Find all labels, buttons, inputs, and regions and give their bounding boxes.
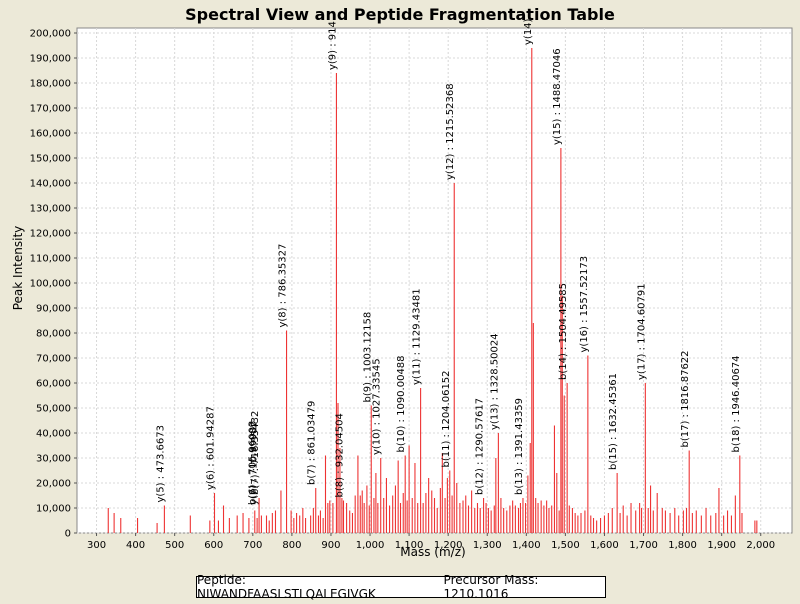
y-tick-label: 140,000: [30, 179, 71, 190]
peak-annotation: y(7) : 710.99982: [249, 421, 260, 505]
x-axis-label: Mass (m/z): [400, 545, 465, 559]
peak-annotation: b(12) : 1290.57617: [475, 398, 486, 495]
y-tick-label: 80,000: [36, 329, 71, 340]
y-tick-label: 30,000: [36, 454, 71, 465]
peak-annotation: b(9) : 1003.12158: [362, 312, 373, 403]
peak-annotation: y(6) : 601.94287: [206, 406, 217, 490]
x-tick-label: 1,700: [629, 540, 658, 551]
x-tick-label: 1,800: [668, 540, 697, 551]
x-tick-label: 1,900: [707, 540, 736, 551]
y-tick-label: 120,000: [30, 229, 71, 240]
peak-annotation: y(10) : 1027.33545: [372, 358, 383, 455]
peak-annotation: y(8) : 786.35327: [278, 244, 289, 328]
y-tick-label: 70,000: [36, 354, 71, 365]
y-tick-label: 160,000: [30, 129, 71, 140]
y-tick-label: 200,000: [30, 29, 71, 40]
x-tick-label: 500: [165, 540, 184, 551]
peak-annotation: b(8) : 932.04504: [334, 413, 345, 497]
y-tick-label: 190,000: [30, 54, 71, 65]
peak-annotation: b(15) : 1632.45361: [608, 373, 619, 470]
y-tick-label: 10,000: [36, 504, 71, 515]
x-tick-label: 1,300: [473, 540, 502, 551]
y-tick-label: 20,000: [36, 479, 71, 490]
peak-annotation: y(16) : 1557.52173: [579, 256, 590, 353]
y-tick-label: 0: [65, 529, 71, 540]
y-tick-label: 130,000: [30, 204, 71, 215]
x-tick-label: 700: [243, 540, 262, 551]
x-tick-label: 600: [204, 540, 223, 551]
peak-annotation: b(17) : 1816.87622: [680, 350, 691, 447]
peak-annotation: b(18) : 1946.40674: [731, 355, 742, 452]
peak-annotation: y(11) : 1129.43481: [412, 288, 423, 385]
y-tick-label: 100,000: [30, 279, 71, 290]
peak-annotation: y(14): [523, 18, 534, 45]
peak-annotation: y(12) : 1215.52368: [445, 83, 456, 180]
peak-annotation: b(14) : 1504.49585: [558, 283, 569, 380]
peak-annotation: b(11) : 1204.06152: [441, 370, 452, 467]
peak-annotation: b(7) : 716.35432: [250, 411, 261, 495]
axis-ticks: 0 10,000 20,000 30,000 40,000 50,000 60,000 70,…: [30, 29, 775, 552]
peak-annotation: y(17) : 1704.60791: [636, 283, 647, 380]
chart-title: Spectral View and Peptide Fragmentation …: [185, 5, 615, 24]
x-tick-label: 900: [321, 540, 340, 551]
y-axis-label: Peak Intensity: [11, 226, 25, 311]
peak-annotation: y(15) : 1488.47046: [552, 48, 563, 145]
x-tick-label: 1,000: [356, 540, 385, 551]
peak-annotation: y(13) : 1328.50024: [489, 333, 500, 430]
peptide-label: Peptide: NIWANDFAASLSTLQALEGIVGK: [197, 573, 376, 601]
peak-annotation: y(9) : 914: [327, 21, 338, 70]
annotations-layer: y(5) : 473.6673 y(6) : 601.94287 b(6) : 70…: [155, 18, 741, 505]
peak-annotation: b(6) : 705.96003: [247, 421, 258, 505]
y-tick-label: 50,000: [36, 404, 71, 415]
y-tick-label: 40,000: [36, 429, 71, 440]
precursor-mass-label: Precursor Mass: 1210.1016: [443, 573, 539, 601]
x-tick-label: 300: [87, 540, 106, 551]
x-tick-label: 1,200: [434, 540, 463, 551]
peak-annotation: b(13) : 1391.43359: [514, 398, 525, 495]
y-tick-label: 150,000: [30, 154, 71, 165]
x-tick-label: 400: [126, 540, 145, 551]
peak-annotation: y(5) : 473.6673: [155, 425, 166, 503]
peak-annotation: b(10) : 1090.00488: [396, 355, 407, 452]
x-tick-label: 1,500: [551, 540, 580, 551]
peptide-legend: Peptide: NIWANDFAASLSTLQALEGIVGK Precurs…: [196, 573, 606, 601]
x-tick-label: 1,400: [512, 540, 541, 551]
grid-lines: [77, 28, 792, 534]
y-tick-label: 90,000: [36, 304, 71, 315]
x-tick-label: 1,100: [395, 540, 424, 551]
x-tick-label: 2,000: [746, 540, 775, 551]
y-tick-label: 170,000: [30, 104, 71, 115]
x-tick-label: 800: [282, 540, 301, 551]
x-tick-label: 1,600: [590, 540, 619, 551]
y-tick-label: 110,000: [30, 254, 71, 265]
y-tick-label: 180,000: [30, 79, 71, 90]
peak-annotation: b(7) : 861.03479: [307, 401, 318, 485]
peaks-layer: [107, 48, 758, 533]
y-tick-label: 60,000: [36, 379, 71, 390]
plot-area: [76, 27, 793, 534]
